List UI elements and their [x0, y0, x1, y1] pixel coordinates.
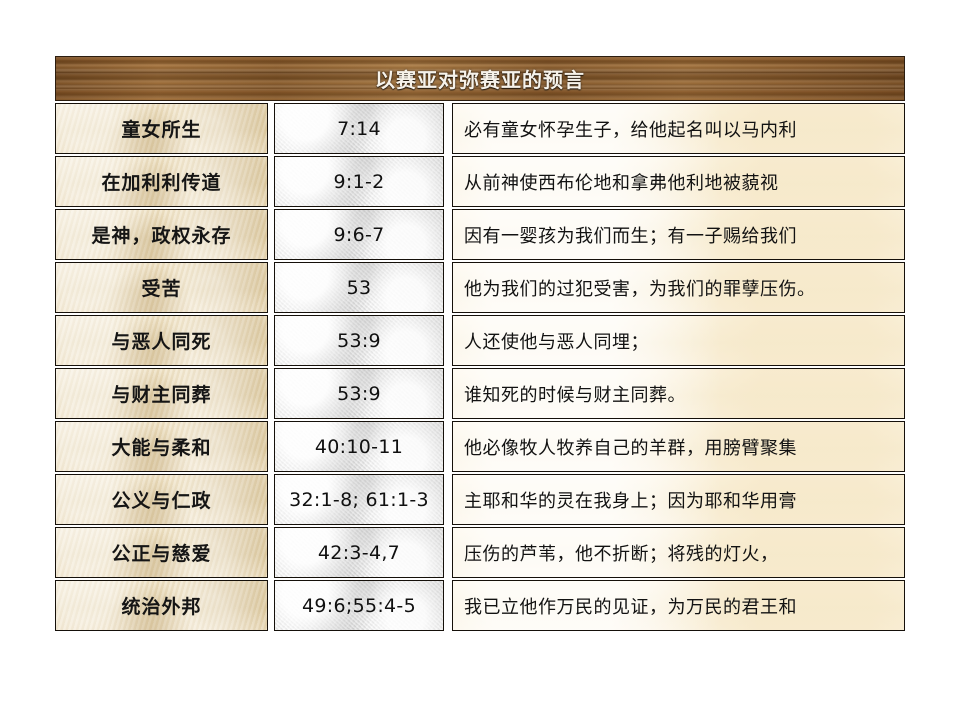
scripture-reference-cell: 9:1-2 [274, 156, 444, 207]
prophecy-topic-cell: 受苦 [55, 262, 268, 313]
prophecy-topic-cell: 大能与柔和 [55, 421, 268, 472]
prophecy-topic-text: 童女所生 [121, 119, 202, 141]
scripture-quote-text: 主耶和华的灵在我身上；因为耶和华用膏 [464, 490, 797, 512]
prophecy-topic-text: 与财主同葬 [111, 384, 212, 406]
table-title: 以赛亚对弥赛亚的预言 [375, 68, 585, 92]
prophecy-topic-cell: 统治外邦 [55, 580, 268, 631]
scripture-quote-text: 谁知死的时候与财主同葬。 [464, 384, 686, 406]
scripture-reference-cell: 49:6;55:4-5 [274, 580, 444, 631]
table-row: 受苦 53 他为我们的过犯受害，为我们的罪孽压伤。 [55, 262, 905, 313]
scripture-reference-cell: 53:9 [274, 315, 444, 366]
scripture-reference-cell: 7:14 [274, 103, 444, 154]
scripture-reference-cell: 53 [274, 262, 444, 313]
table-row: 与恶人同死 53:9 人还使他与恶人同埋； [55, 315, 905, 366]
table-row: 在加利利传道 9:1-2 从前神使西布伦地和拿弗他利地被藐视 [55, 156, 905, 207]
scripture-reference-text: 9:6-7 [333, 223, 385, 246]
scripture-reference-text: 42:3-4,7 [317, 541, 401, 564]
scripture-quote-cell: 必有童女怀孕生子，给他起名叫以马内利 [452, 103, 905, 154]
prophecy-topic-cell: 与财主同葬 [55, 368, 268, 419]
table-row: 公义与仁政 32:1-8; 61:1-3 主耶和华的灵在我身上；因为耶和华用膏 [55, 474, 905, 525]
scripture-reference-cell: 9:6-7 [274, 209, 444, 260]
scripture-quote-cell: 压伤的芦苇，他不折断；将残的灯火， [452, 527, 905, 578]
prophecy-topic-text: 公义与仁政 [111, 490, 212, 512]
prophecy-table: 以赛亚对弥赛亚的预言 童女所生 7:14 必有童女怀孕生子，给他起名叫以马内利在加利… [55, 56, 905, 631]
scripture-quote-cell: 我已立他作万民的见证，为万民的君王和 [452, 580, 905, 631]
prophecy-topic-text: 大能与柔和 [111, 437, 212, 459]
scripture-quote-text: 必有童女怀孕生子，给他起名叫以马内利 [464, 119, 797, 141]
scripture-reference-cell: 40:10-11 [274, 421, 444, 472]
scripture-reference-text: 53:9 [337, 329, 381, 352]
scripture-quote-text: 因有一婴孩为我们而生；有一子赐给我们 [464, 225, 797, 247]
table-row: 统治外邦 49:6;55:4-5 我已立他作万民的见证，为万民的君王和 [55, 580, 905, 631]
scripture-quote-cell: 他必像牧人牧养自己的羊群，用膀臂聚集 [452, 421, 905, 472]
scripture-reference-cell: 42:3-4,7 [274, 527, 444, 578]
scripture-quote-cell: 主耶和华的灵在我身上；因为耶和华用膏 [452, 474, 905, 525]
scripture-reference-text: 49:6;55:4-5 [302, 594, 416, 617]
prophecy-topic-text: 公正与慈爱 [111, 543, 212, 565]
prophecy-topic-text: 在加利利传道 [101, 172, 222, 194]
prophecy-topic-cell: 公正与慈爱 [55, 527, 268, 578]
scripture-reference-cell: 32:1-8; 61:1-3 [274, 474, 444, 525]
scripture-quote-cell: 从前神使西布伦地和拿弗他利地被藐视 [452, 156, 905, 207]
scripture-reference-cell: 53:9 [274, 368, 444, 419]
scripture-quote-text: 我已立他作万民的见证，为万民的君王和 [464, 596, 797, 618]
scripture-reference-text: 53:9 [337, 382, 381, 405]
prophecy-topic-text: 统治外邦 [121, 596, 202, 618]
prophecy-topic-cell: 公义与仁政 [55, 474, 268, 525]
prophecy-topic-cell: 童女所生 [55, 103, 268, 154]
scripture-reference-text: 40:10-11 [314, 435, 404, 458]
scripture-reference-text: 9:1-2 [333, 170, 385, 193]
prophecy-topic-text: 是神，政权永存 [91, 225, 232, 247]
table-row: 与财主同葬 53:9 谁知死的时候与财主同葬。 [55, 368, 905, 419]
scripture-reference-text: 32:1-8; 61:1-3 [289, 488, 429, 511]
table-row: 公正与慈爱 42:3-4,7 压伤的芦苇，他不折断；将残的灯火， [55, 527, 905, 578]
scripture-reference-text: 53 [346, 276, 372, 299]
scripture-quote-text: 从前神使西布伦地和拿弗他利地被藐视 [464, 172, 779, 194]
prophecy-topic-cell: 与恶人同死 [55, 315, 268, 366]
table-row: 是神，政权永存 9:6-7 因有一婴孩为我们而生；有一子赐给我们 [55, 209, 905, 260]
prophecy-topic-cell: 在加利利传道 [55, 156, 268, 207]
scripture-quote-text: 他为我们的过犯受害，为我们的罪孽压伤。 [464, 278, 816, 300]
scripture-quote-cell: 他为我们的过犯受害，为我们的罪孽压伤。 [452, 262, 905, 313]
prophecy-topic-text: 受苦 [141, 278, 182, 300]
scripture-quote-text: 他必像牧人牧养自己的羊群，用膀臂聚集 [464, 437, 797, 459]
table-header-banner: 以赛亚对弥赛亚的预言 [55, 56, 905, 101]
prophecy-topic-cell: 是神，政权永存 [55, 209, 268, 260]
table-row: 童女所生 7:14 必有童女怀孕生子，给他起名叫以马内利 [55, 103, 905, 154]
prophecy-topic-text: 与恶人同死 [111, 331, 212, 353]
scripture-quote-text: 人还使他与恶人同埋； [464, 331, 649, 353]
table-body: 童女所生 7:14 必有童女怀孕生子，给他起名叫以马内利在加利利传道 9:1-2 从前神… [55, 103, 905, 631]
scripture-quote-cell: 人还使他与恶人同埋； [452, 315, 905, 366]
scripture-quote-text: 压伤的芦苇，他不折断；将残的灯火， [464, 543, 779, 565]
table-row: 大能与柔和 40:10-11 他必像牧人牧养自己的羊群，用膀臂聚集 [55, 421, 905, 472]
scripture-reference-text: 7:14 [337, 117, 381, 140]
scripture-quote-cell: 谁知死的时候与财主同葬。 [452, 368, 905, 419]
scripture-quote-cell: 因有一婴孩为我们而生；有一子赐给我们 [452, 209, 905, 260]
